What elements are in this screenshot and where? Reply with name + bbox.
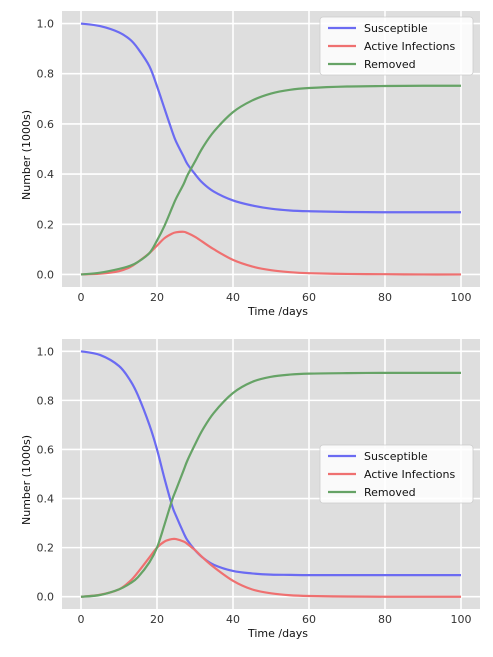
- y-tick-label: 0.0: [37, 268, 55, 281]
- y-tick-label: 0.2: [37, 542, 55, 555]
- x-tick-label: 0: [78, 291, 85, 304]
- x-tick-label: 20: [150, 291, 164, 304]
- x-axis-label: Time /days: [247, 305, 308, 318]
- y-tick-label: 0.6: [37, 443, 55, 456]
- y-tick-label: 1.0: [37, 18, 55, 31]
- legend: Susceptible Active Infections Removed: [319, 16, 474, 76]
- legend-entry: Active Infections: [364, 40, 455, 53]
- legend-entry: Active Infections: [364, 468, 455, 481]
- y-axis-label: Number (1000s): [20, 435, 33, 525]
- legend-box: [319, 16, 474, 76]
- y-tick-label: 0.4: [37, 168, 55, 181]
- y-tick-label: 0.8: [37, 394, 55, 407]
- legend-entry: Susceptible: [364, 22, 428, 35]
- x-tick-label: 60: [302, 613, 316, 626]
- y-axis-label: Number (1000s): [20, 110, 33, 200]
- x-tick-label: 40: [226, 291, 240, 304]
- y-tick-label: 0.4: [37, 493, 55, 506]
- chart-panel-2: 0 20 40 60 80 100 0.0 0.2 0.4 0.6 0.8 1.0 Time /days…: [20, 339, 480, 640]
- x-tick-label: 40: [226, 613, 240, 626]
- x-tick-label: 0: [78, 613, 85, 626]
- x-tick-label: 100: [451, 613, 472, 626]
- series-line-active-infections: [80, 537, 461, 598]
- x-tick-label: 60: [302, 291, 316, 304]
- x-tick-label: 80: [378, 613, 392, 626]
- chart-panel-1: 0 20 40 60 80 100 0.0 0.2 0.4 0.6 0.8 1.0 Time /days…: [20, 11, 480, 318]
- x-tick-label: 20: [150, 613, 164, 626]
- x-tick-label: 100: [451, 291, 472, 304]
- y-tick-label: 0.2: [37, 218, 55, 231]
- series-line-susceptible: [80, 350, 461, 577]
- x-tick-label: 80: [378, 291, 392, 304]
- x-axis-label: Time /days: [247, 627, 308, 640]
- legend-entry: Removed: [364, 486, 416, 499]
- y-tick-label: 1.0: [37, 345, 55, 358]
- y-tick-label: 0.6: [37, 118, 55, 131]
- series-line-removed: [80, 371, 461, 598]
- legend-box: [319, 444, 474, 504]
- legend-entry: Removed: [364, 58, 416, 71]
- y-tick-label: 0.0: [37, 591, 55, 604]
- series-line-removed: [80, 84, 462, 276]
- legend-entry: Susceptible: [364, 450, 428, 463]
- y-tick-label: 0.8: [37, 68, 55, 81]
- legend: Susceptible Active Infections Removed: [319, 444, 474, 504]
